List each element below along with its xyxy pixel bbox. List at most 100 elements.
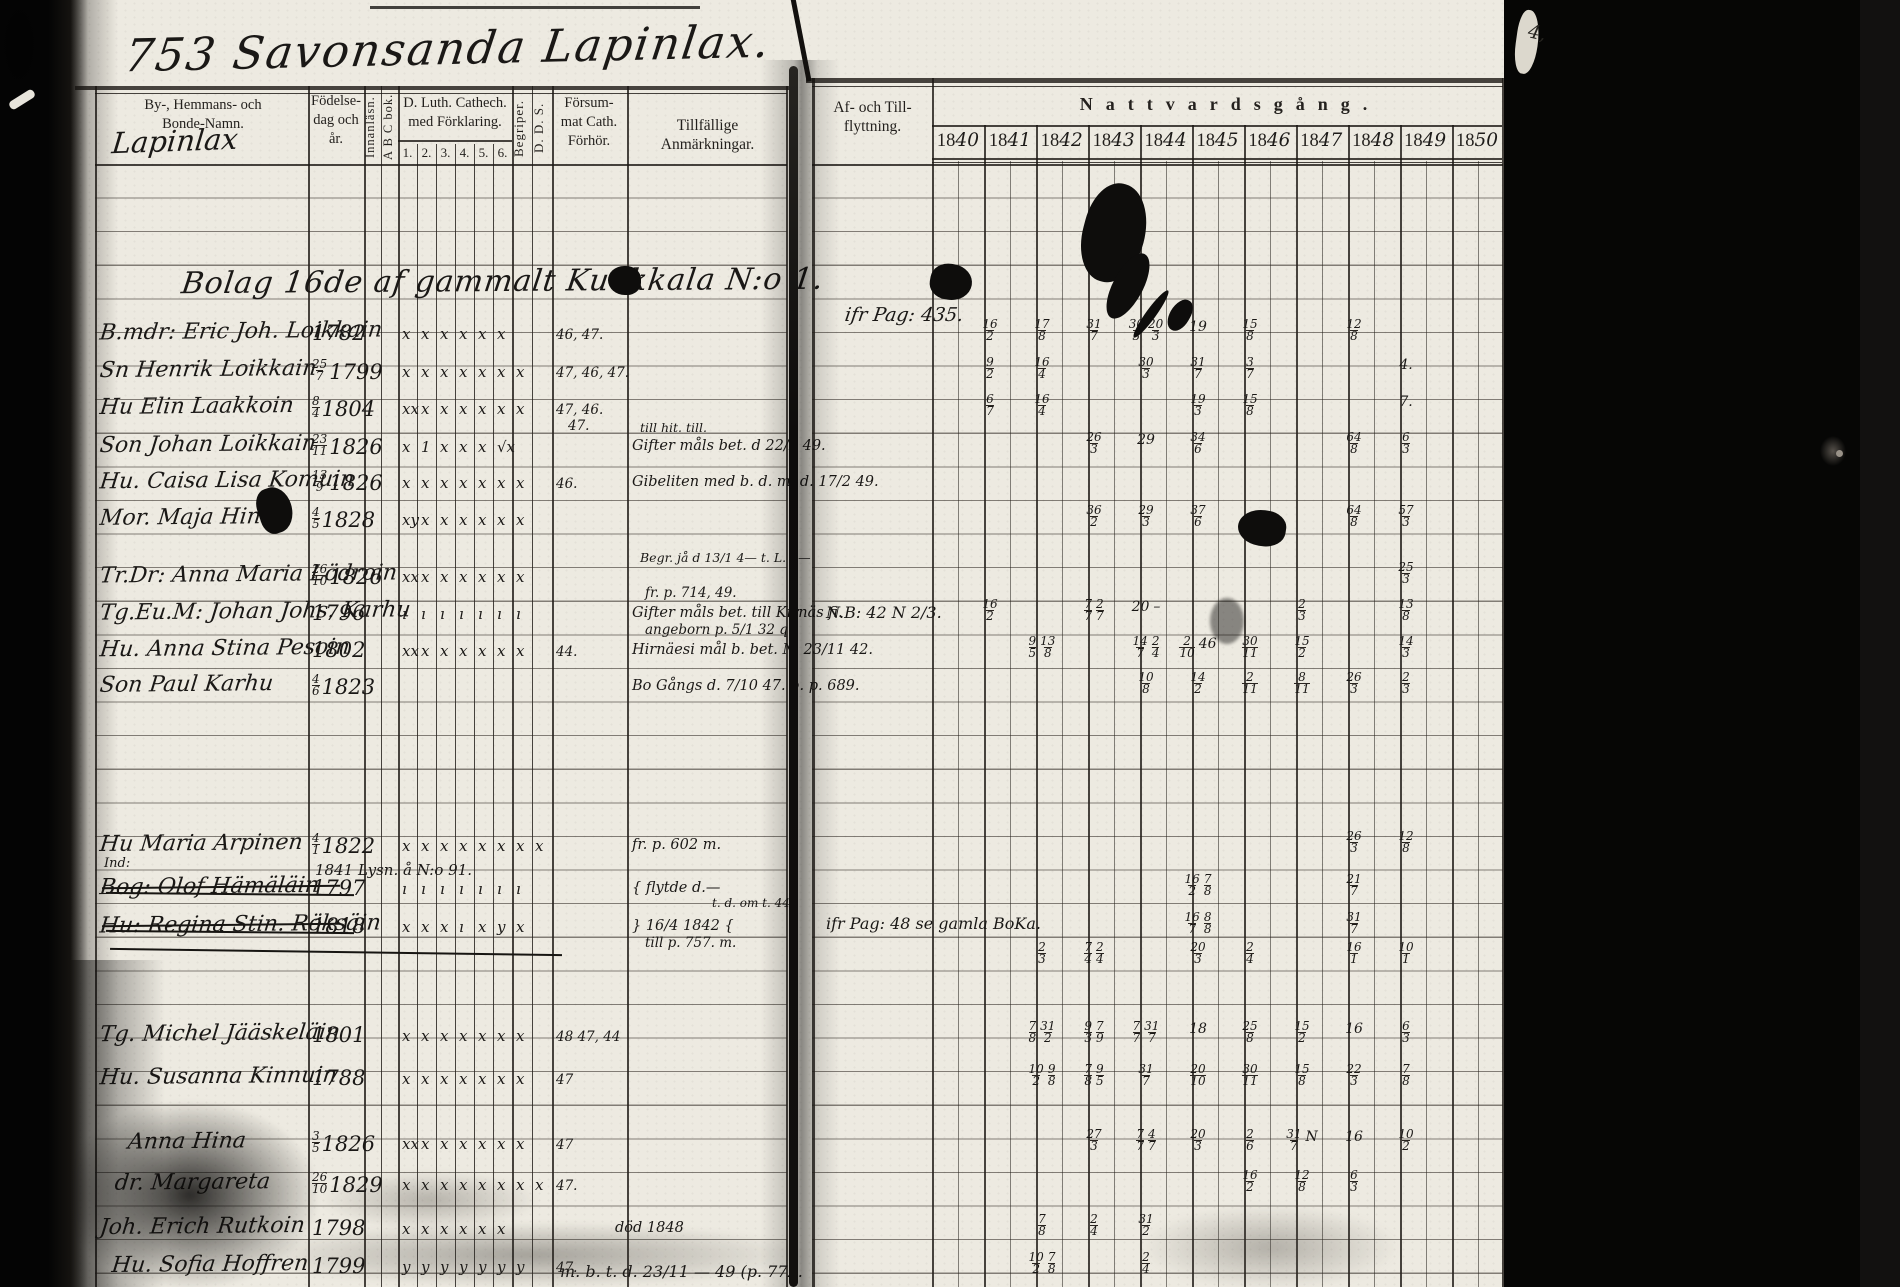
communion-fraction: 22 3 [1346, 1063, 1361, 1087]
column-line [786, 86, 788, 1287]
communion-value: 20 [1131, 599, 1150, 615]
catechism-mark: x [402, 837, 411, 855]
catechism-mark: ı [478, 605, 483, 623]
catechism-mark: x [478, 1135, 487, 1153]
fraction-denominator: 3 [1402, 442, 1410, 456]
fraction-denominator: 10 [1190, 1074, 1206, 1088]
birth-day-month: 26 10 [312, 563, 328, 587]
communion-fraction: 26 3 [1346, 671, 1361, 696]
communion-fraction: 13 8 [1398, 597, 1414, 622]
birth-date: 1801 [312, 1023, 365, 1047]
catechism-grade-number: 6. [497, 145, 508, 160]
catechism-mark: x [421, 1027, 430, 1045]
communion-value: 7. [1399, 394, 1413, 410]
catechism-mark: x [516, 474, 525, 492]
catechism-mark: x [440, 511, 449, 529]
year-handwritten-part: 49 [1422, 130, 1447, 151]
fraction-denominator: 6 [1246, 1139, 1254, 1153]
fraction-numerator: 7 [1084, 597, 1092, 611]
communion-fraction: 26 3 [1086, 431, 1101, 455]
fraction-numerator: 13 [1398, 597, 1414, 611]
fraction-numerator: 10 [1028, 1250, 1044, 1264]
birth-year: 1828 [321, 507, 376, 532]
fraction-numerator: 3 [312, 1129, 320, 1143]
catechism-mark: x [459, 1070, 468, 1088]
birth-year: 1797 [312, 876, 366, 900]
person-name: Hu. Sofia Hoffren [110, 1250, 310, 1279]
birth-year: 1802 [312, 638, 366, 662]
catechism-mark: x [516, 568, 525, 586]
col-header-afochtill: Af- och Till- flyttning. [815, 98, 930, 136]
fraction-denominator: 7 [1136, 1139, 1144, 1153]
birth-year: 1826 [329, 434, 383, 459]
fraction-denominator: 7 [1188, 922, 1196, 936]
fraction-numerator: 3 [1246, 355, 1254, 369]
fraction-denominator: 7 [1136, 646, 1144, 660]
fraction-denominator: 3 [1402, 646, 1410, 660]
fraction-numerator: 10 [1398, 940, 1414, 954]
scan-edge-far-right [1860, 0, 1900, 1287]
catechism-mark: x [478, 1176, 487, 1194]
communion-value: 29 [1137, 432, 1155, 448]
fraction-denominator: 1 [1402, 952, 1410, 966]
birth-year: 1826 [321, 1131, 376, 1156]
fraction-denominator: 4 [1246, 952, 1254, 966]
fraction-numerator: 14 [1132, 634, 1148, 648]
catechism-mark: x [516, 1176, 525, 1194]
communion-entry: 14 3 [1380, 635, 1432, 660]
fraction-numerator: 29 [1138, 503, 1154, 517]
communion-entry: 31 7 [1120, 1063, 1172, 1087]
catechism-mark: x [497, 474, 506, 492]
fraction-denominator: 3 [1350, 1180, 1358, 1194]
fraction-numerator: 2 [1298, 597, 1306, 611]
catechism-mark: x [402, 1027, 411, 1045]
fraction-denominator: 3 [1350, 682, 1358, 696]
communion-entry: 25 3 [1380, 561, 1432, 585]
communion-fraction: 15 2 [1294, 1020, 1309, 1044]
catechism-mark: x [516, 918, 525, 936]
moving-note: ifr Pag: 48 se gamla BoKa. [826, 914, 1041, 933]
remark-note: { flytde d.— [632, 880, 721, 896]
remark-note: Gifter måls bet. till Kirnäs fi. [632, 605, 843, 621]
remark-note: Hirnäesi mål b. bet. N. 23/11 42. [632, 642, 873, 658]
communion-entry: 16 [1328, 1021, 1380, 1037]
fraction-numerator: 64 [1346, 503, 1362, 517]
col-header-names-line2: Bonde-Namn. [162, 116, 244, 132]
header-rule-line [398, 140, 512, 142]
birth-date: 4 1 1822 [312, 832, 375, 858]
fraction-denominator: 8 [1038, 329, 1046, 343]
communion-entry: 26 3 [1328, 671, 1380, 696]
communion-entry: 16 4 [1016, 393, 1068, 417]
birth-date: 1798 [312, 1216, 365, 1240]
catechism-mark: ı [440, 605, 445, 623]
communion-fraction: 20 3 [1190, 941, 1205, 965]
afochtill-line1: Af- och Till- [833, 99, 912, 116]
communion-fraction: 12 8 [1294, 1169, 1309, 1193]
catechism-mark: x [421, 363, 430, 381]
person-name: Joh. Erich Rutkoin [98, 1212, 307, 1241]
fraction-denominator: 7 [1096, 609, 1104, 623]
forhor-note: 46, 47. [556, 327, 604, 343]
remark-note: fr. p. 714, 49. [645, 585, 737, 601]
fraction-numerator: 7 [1084, 940, 1092, 954]
catechism-mark: ı [402, 605, 407, 623]
catechism-mark: y [478, 1258, 487, 1276]
fraction-numerator: 31 [1346, 910, 1362, 924]
catechism-mark: x [516, 1070, 525, 1088]
fraction-denominator: 4 [1142, 1262, 1150, 1276]
birth-year: 1829 [329, 1172, 383, 1197]
communion-entry: 18 [1172, 1021, 1224, 1037]
header-rule-line [95, 93, 787, 94]
communion-fraction: 31 2 [1040, 1020, 1055, 1044]
remark-note: Gifter måls bet. d 22/2 49. [632, 438, 826, 454]
